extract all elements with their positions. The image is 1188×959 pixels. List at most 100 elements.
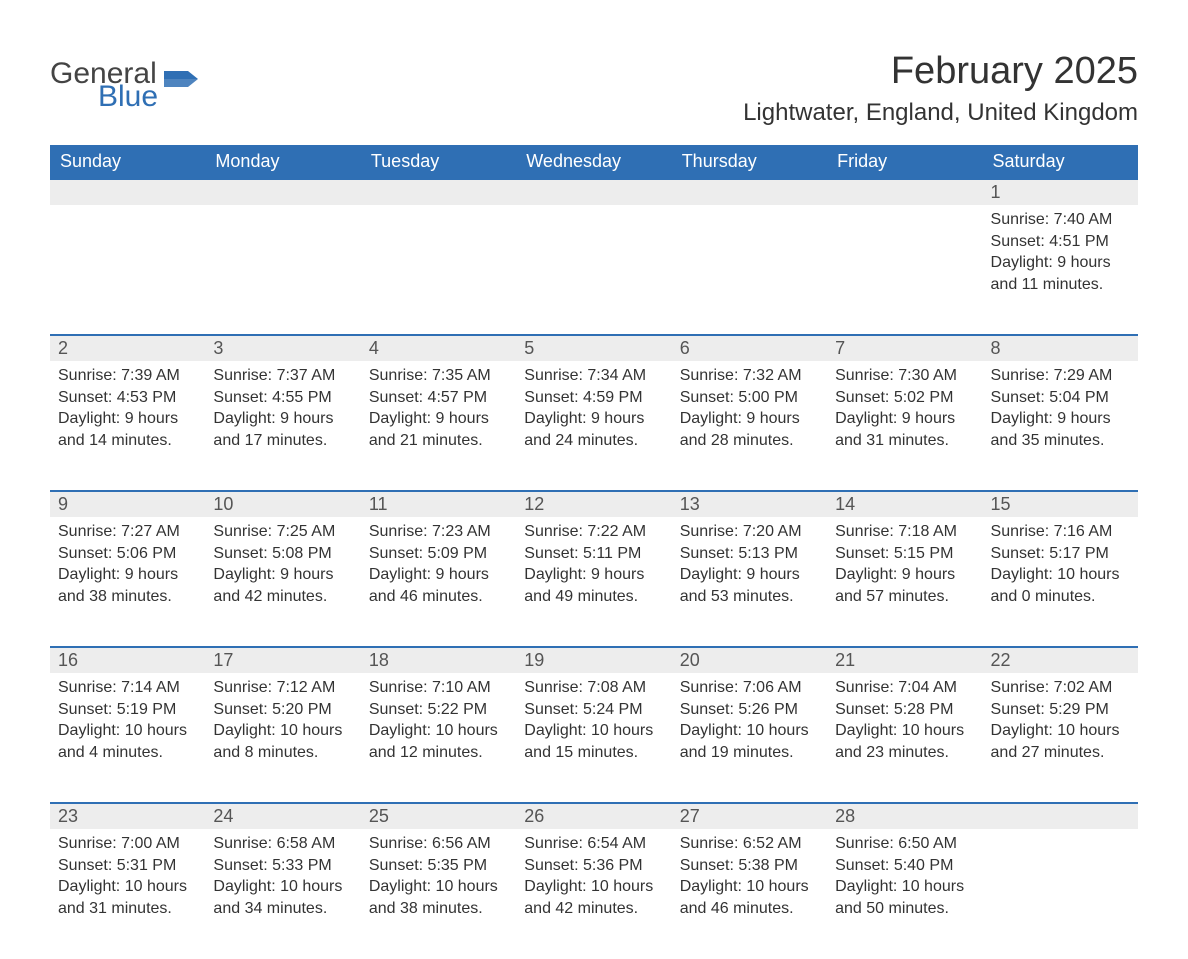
daylight-line: Daylight: 10 hours — [58, 720, 197, 742]
sunset-line: Sunset: 5:35 PM — [369, 855, 508, 877]
day-number-cell: 3 — [205, 335, 360, 361]
sunset-line: Sunset: 5:08 PM — [213, 543, 352, 565]
weekday-header: Saturday — [983, 145, 1138, 179]
day-number-cell: 26 — [516, 803, 671, 829]
sunset-line: Sunset: 5:29 PM — [991, 699, 1130, 721]
sunset-line: Sunset: 5:00 PM — [680, 387, 819, 409]
content-row: Sunrise: 7:27 AMSunset: 5:06 PMDaylight:… — [50, 517, 1138, 647]
sunset-line: Sunset: 5:28 PM — [835, 699, 974, 721]
daylight-line: Daylight: 10 hours — [213, 876, 352, 898]
weekday-header: Tuesday — [361, 145, 516, 179]
day-content-cell: Sunrise: 7:16 AMSunset: 5:17 PMDaylight:… — [983, 517, 1138, 647]
sunrise-line: Sunrise: 7:25 AM — [213, 521, 352, 543]
location: Lightwater, England, United Kingdom — [743, 99, 1138, 127]
day-number-cell: 24 — [205, 803, 360, 829]
daylight-line: and 0 minutes. — [991, 586, 1130, 608]
day-content-cell — [827, 205, 982, 335]
day-content-cell: Sunrise: 7:29 AMSunset: 5:04 PMDaylight:… — [983, 361, 1138, 491]
day-number-cell: 1 — [983, 179, 1138, 205]
weekday-header: Sunday — [50, 145, 205, 179]
day-number-cell — [361, 179, 516, 205]
sunset-line: Sunset: 5:24 PM — [524, 699, 663, 721]
brand-text: General Blue — [50, 60, 158, 110]
daylight-line: Daylight: 10 hours — [680, 876, 819, 898]
daylight-line: and 53 minutes. — [680, 586, 819, 608]
sunrise-line: Sunrise: 7:30 AM — [835, 365, 974, 387]
day-content-cell: Sunrise: 7:12 AMSunset: 5:20 PMDaylight:… — [205, 673, 360, 803]
day-number-cell: 6 — [672, 335, 827, 361]
day-number-cell: 7 — [827, 335, 982, 361]
day-number-cell — [516, 179, 671, 205]
day-content-cell: Sunrise: 7:02 AMSunset: 5:29 PMDaylight:… — [983, 673, 1138, 803]
day-number-cell: 5 — [516, 335, 671, 361]
header: General Blue February 2025 Lightwater, E… — [50, 50, 1138, 127]
sunrise-line: Sunrise: 7:10 AM — [369, 677, 508, 699]
day-number-cell: 12 — [516, 491, 671, 517]
day-content-cell: Sunrise: 7:37 AMSunset: 4:55 PMDaylight:… — [205, 361, 360, 491]
sunrise-line: Sunrise: 7:39 AM — [58, 365, 197, 387]
daylight-line: Daylight: 10 hours — [369, 720, 508, 742]
daylight-line: Daylight: 9 hours — [680, 564, 819, 586]
daylight-line: Daylight: 9 hours — [835, 564, 974, 586]
day-content-cell: Sunrise: 7:34 AMSunset: 4:59 PMDaylight:… — [516, 361, 671, 491]
sunset-line: Sunset: 5:20 PM — [213, 699, 352, 721]
day-number-cell: 17 — [205, 647, 360, 673]
sunset-line: Sunset: 5:31 PM — [58, 855, 197, 877]
day-number-cell: 4 — [361, 335, 516, 361]
daylight-line: Daylight: 10 hours — [524, 876, 663, 898]
daylight-line: Daylight: 9 hours — [58, 408, 197, 430]
sunrise-line: Sunrise: 7:14 AM — [58, 677, 197, 699]
day-content-cell: Sunrise: 7:06 AMSunset: 5:26 PMDaylight:… — [672, 673, 827, 803]
daylight-line: and 21 minutes. — [369, 430, 508, 452]
daylight-line: Daylight: 10 hours — [369, 876, 508, 898]
sunrise-line: Sunrise: 7:00 AM — [58, 833, 197, 855]
day-number-cell: 11 — [361, 491, 516, 517]
day-content-cell — [50, 205, 205, 335]
daylight-line: and 24 minutes. — [524, 430, 663, 452]
brand-logo: General Blue — [50, 50, 198, 110]
sunrise-line: Sunrise: 7:20 AM — [680, 521, 819, 543]
day-number-cell — [672, 179, 827, 205]
day-content-cell: Sunrise: 6:56 AMSunset: 5:35 PMDaylight:… — [361, 829, 516, 959]
day-content-cell: Sunrise: 7:08 AMSunset: 5:24 PMDaylight:… — [516, 673, 671, 803]
sunset-line: Sunset: 4:53 PM — [58, 387, 197, 409]
day-number-cell: 8 — [983, 335, 1138, 361]
day-number-cell: 19 — [516, 647, 671, 673]
day-number-cell — [50, 179, 205, 205]
day-content-cell — [205, 205, 360, 335]
daylight-line: and 50 minutes. — [835, 898, 974, 920]
daylight-line: and 4 minutes. — [58, 742, 197, 764]
day-number-cell: 16 — [50, 647, 205, 673]
day-content-cell: Sunrise: 6:58 AMSunset: 5:33 PMDaylight:… — [205, 829, 360, 959]
sunrise-line: Sunrise: 6:58 AM — [213, 833, 352, 855]
sunset-line: Sunset: 5:40 PM — [835, 855, 974, 877]
sunrise-line: Sunrise: 7:40 AM — [991, 209, 1130, 231]
day-number-cell: 14 — [827, 491, 982, 517]
daylight-line: and 38 minutes. — [369, 898, 508, 920]
day-content-cell: Sunrise: 7:25 AMSunset: 5:08 PMDaylight:… — [205, 517, 360, 647]
daylight-line: and 34 minutes. — [213, 898, 352, 920]
sunset-line: Sunset: 5:26 PM — [680, 699, 819, 721]
sunset-line: Sunset: 5:19 PM — [58, 699, 197, 721]
sunrise-line: Sunrise: 7:02 AM — [991, 677, 1130, 699]
sunrise-line: Sunrise: 7:16 AM — [991, 521, 1130, 543]
content-row: Sunrise: 7:14 AMSunset: 5:19 PMDaylight:… — [50, 673, 1138, 803]
day-number-cell — [983, 803, 1138, 829]
content-row: Sunrise: 7:00 AMSunset: 5:31 PM Daylight:… — [50, 829, 1138, 959]
daylight-line: and 42 minutes. — [213, 586, 352, 608]
day-content-cell: Sunrise: 7:18 AMSunset: 5:15 PMDaylight:… — [827, 517, 982, 647]
daylight-line: Daylight: 9 hours — [524, 408, 663, 430]
day-number-cell: 21 — [827, 647, 982, 673]
sunset-line: Sunset: 5:09 PM — [369, 543, 508, 565]
sunrise-line: Sunrise: 7:18 AM — [835, 521, 974, 543]
sunset-line: Sunset: 4:55 PM — [213, 387, 352, 409]
sunset-line: Sunset: 5:17 PM — [991, 543, 1130, 565]
sunrise-line: Sunrise: 7:12 AM — [213, 677, 352, 699]
weekday-header: Wednesday — [516, 145, 671, 179]
sunrise-line: Sunrise: 7:22 AM — [524, 521, 663, 543]
day-number-cell: 2 — [50, 335, 205, 361]
weekday-header: Friday — [827, 145, 982, 179]
daylight-line: and 17 minutes. — [213, 430, 352, 452]
content-row: Sunrise: 7:40 AMSunset: 4:51 PMDaylight:… — [50, 205, 1138, 335]
sunset-line: Sunset: 4:57 PM — [369, 387, 508, 409]
